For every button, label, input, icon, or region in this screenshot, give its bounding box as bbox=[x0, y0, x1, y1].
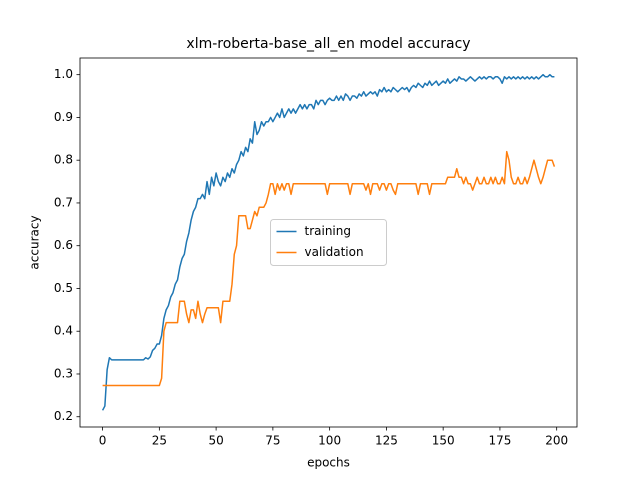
y-tick-label: 0.7 bbox=[54, 195, 73, 209]
y-tick-label: 1.0 bbox=[54, 67, 73, 81]
y-tick-label: 0.8 bbox=[54, 153, 73, 167]
x-tick-label: 175 bbox=[488, 434, 511, 448]
y-tick-label: 0.5 bbox=[54, 281, 73, 295]
series-line bbox=[101, 73, 555, 411]
x-tick-label: 100 bbox=[318, 434, 341, 448]
axes-frame bbox=[79, 57, 578, 428]
x-tick-label: 200 bbox=[545, 434, 568, 448]
x-tick-label: 150 bbox=[432, 434, 455, 448]
legend-box bbox=[270, 219, 387, 266]
legend-label: validation bbox=[305, 245, 364, 259]
y-tick-label: 0.6 bbox=[54, 238, 73, 252]
x-tick-label: 50 bbox=[208, 434, 223, 448]
x-tick-label: 25 bbox=[152, 434, 167, 448]
y-tick-label: 0.2 bbox=[54, 409, 73, 423]
x-axis-label: epochs bbox=[307, 456, 350, 470]
legend-label: training bbox=[305, 224, 352, 238]
x-tick-label: 125 bbox=[375, 434, 398, 448]
series-line bbox=[102, 150, 556, 387]
y-tick-label: 0.3 bbox=[54, 366, 73, 380]
y-tick-label: 0.9 bbox=[54, 110, 73, 124]
chart-title: xlm-roberta-base_all_en model accuracy bbox=[186, 36, 470, 52]
y-axis-label: accuracy bbox=[28, 215, 42, 269]
y-tick-label: 0.4 bbox=[54, 324, 73, 338]
x-tick-label: 75 bbox=[265, 434, 280, 448]
x-tick-label: 0 bbox=[99, 434, 107, 448]
